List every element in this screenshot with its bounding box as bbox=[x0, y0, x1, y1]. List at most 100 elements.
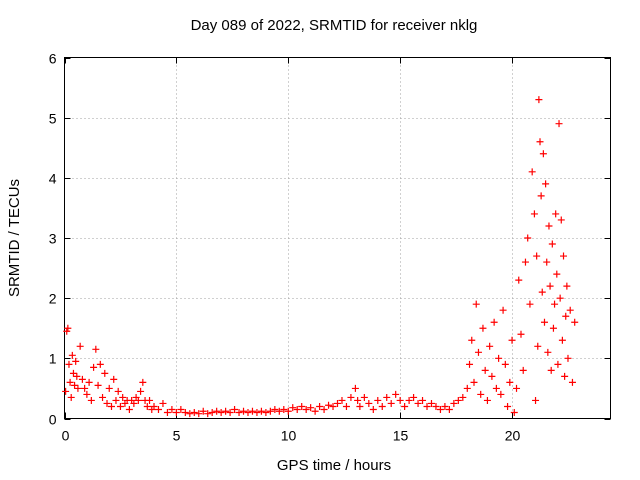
data-point bbox=[96, 360, 104, 368]
data-point bbox=[499, 306, 507, 314]
data-point bbox=[538, 288, 546, 296]
data-point bbox=[528, 168, 536, 176]
data-point bbox=[510, 408, 518, 416]
data-point bbox=[497, 390, 505, 398]
data-points bbox=[62, 96, 579, 418]
data-point bbox=[213, 407, 221, 415]
data-point bbox=[548, 240, 556, 248]
data-point bbox=[83, 390, 91, 398]
data-point bbox=[387, 399, 395, 407]
data-point bbox=[66, 378, 74, 386]
data-point bbox=[134, 396, 142, 404]
data-point bbox=[369, 405, 377, 413]
data-point bbox=[302, 405, 310, 413]
data-point bbox=[468, 336, 476, 344]
data-point bbox=[217, 408, 225, 416]
data-point bbox=[488, 372, 496, 380]
data-point bbox=[316, 402, 324, 410]
data-point bbox=[101, 369, 109, 377]
data-point bbox=[450, 399, 458, 407]
data-point bbox=[139, 378, 147, 386]
data-point bbox=[73, 372, 81, 380]
data-point bbox=[334, 399, 341, 407]
data-point bbox=[177, 405, 185, 413]
data-point bbox=[266, 407, 274, 415]
data-point bbox=[463, 384, 471, 392]
data-point bbox=[405, 396, 413, 404]
data-point bbox=[423, 402, 431, 410]
data-point bbox=[466, 360, 474, 368]
data-point bbox=[517, 330, 525, 338]
data-point bbox=[470, 378, 478, 386]
data-point bbox=[561, 372, 569, 380]
data-point bbox=[535, 96, 543, 104]
data-point bbox=[508, 336, 516, 344]
data-point bbox=[401, 402, 409, 410]
data-point bbox=[392, 390, 400, 398]
data-point bbox=[454, 396, 462, 404]
data-point bbox=[62, 387, 70, 395]
data-point bbox=[544, 348, 552, 356]
y-tick-label: 0 bbox=[49, 412, 57, 428]
data-point bbox=[186, 410, 194, 418]
data-point bbox=[137, 387, 145, 395]
data-point bbox=[549, 324, 557, 332]
data-point bbox=[99, 393, 107, 401]
data-point bbox=[530, 210, 538, 218]
data-point bbox=[76, 342, 84, 350]
data-point bbox=[68, 351, 76, 359]
data-point bbox=[293, 405, 301, 413]
data-point bbox=[172, 408, 180, 416]
data-point bbox=[545, 222, 553, 230]
data-point bbox=[69, 369, 77, 377]
data-point bbox=[534, 342, 542, 350]
y-tick-label: 4 bbox=[49, 171, 57, 187]
data-point bbox=[168, 405, 176, 413]
data-point bbox=[72, 357, 80, 365]
data-point bbox=[235, 408, 243, 416]
data-point bbox=[479, 324, 487, 332]
data-point bbox=[125, 405, 133, 413]
data-point bbox=[483, 396, 491, 404]
data-point bbox=[477, 390, 485, 398]
data-point bbox=[533, 252, 541, 260]
data-point bbox=[208, 408, 216, 416]
data-point bbox=[338, 396, 346, 404]
grid bbox=[64, 57, 611, 419]
data-point bbox=[560, 252, 568, 260]
data-point bbox=[74, 384, 82, 392]
data-point bbox=[119, 393, 127, 401]
data-point bbox=[568, 378, 576, 386]
data-point bbox=[87, 396, 95, 404]
data-point bbox=[486, 342, 494, 350]
data-point bbox=[551, 300, 559, 308]
data-point bbox=[262, 408, 270, 416]
data-point bbox=[436, 405, 444, 413]
data-point bbox=[94, 381, 102, 389]
data-point bbox=[554, 360, 562, 368]
x-tick-label: 0 bbox=[62, 428, 70, 444]
x-axis-title: GPS time / hours bbox=[277, 457, 391, 474]
data-point bbox=[555, 120, 563, 128]
y-tick-label: 6 bbox=[49, 51, 57, 67]
data-point bbox=[504, 402, 512, 410]
data-point bbox=[64, 324, 72, 332]
data-point bbox=[347, 393, 355, 401]
data-point bbox=[562, 312, 570, 320]
data-point bbox=[490, 318, 498, 326]
y-tick-label: 3 bbox=[49, 231, 57, 247]
data-point bbox=[365, 399, 373, 407]
data-point bbox=[537, 192, 545, 200]
data-point bbox=[150, 402, 158, 410]
data-point bbox=[143, 402, 151, 410]
data-point bbox=[190, 408, 198, 416]
data-point bbox=[67, 393, 75, 401]
data-point bbox=[506, 378, 514, 386]
x-tick-label: 10 bbox=[281, 428, 297, 444]
data-point bbox=[356, 402, 364, 410]
data-point bbox=[130, 399, 138, 407]
data-point bbox=[410, 393, 418, 401]
data-point bbox=[63, 327, 71, 335]
data-point bbox=[540, 318, 548, 326]
